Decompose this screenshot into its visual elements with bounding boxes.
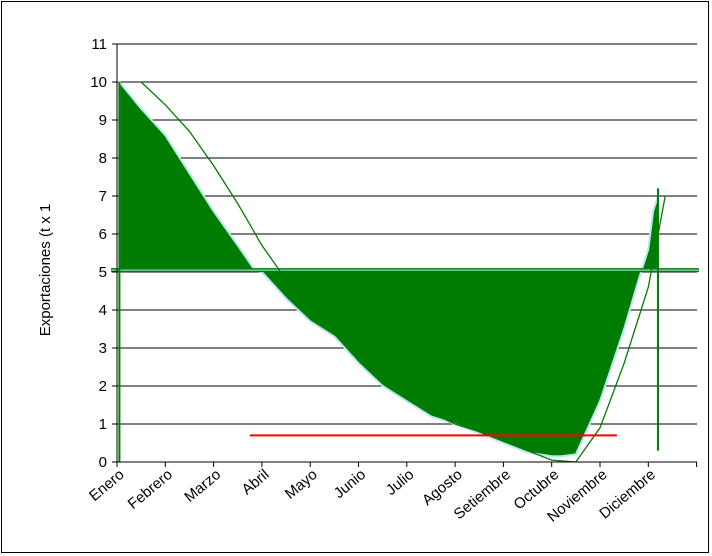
area-series: [111, 81, 699, 462]
x-tick-label-marzo: Marzo: [181, 466, 224, 506]
x-tick-label-abril: Abril: [239, 466, 273, 498]
gridlines: [117, 43, 697, 425]
x-tick-label-febrero: Febrero: [125, 466, 176, 513]
y-tick-label-2: 2: [99, 378, 107, 395]
green-outline-line: [140, 81, 666, 463]
area-fill: [118, 81, 659, 458]
x-tick-label-mayo: Mayo: [282, 466, 321, 503]
y-tick-label-1: 1: [99, 416, 107, 433]
y-tick-label-7: 7: [99, 188, 107, 205]
line-series: [140, 81, 666, 463]
axes: [112, 43, 698, 467]
y-tick-label-3: 3: [99, 340, 107, 357]
x-tick-label-julio: Julio: [383, 466, 418, 499]
y-tick-label-8: 8: [99, 150, 107, 167]
y-tick-label-11: 11: [91, 36, 107, 53]
y-tick-label-6: 6: [99, 226, 107, 243]
y-tick-label-4: 4: [99, 302, 107, 319]
x-tick-label-junio: Junio: [331, 466, 369, 502]
y-tick-label-9: 9: [99, 112, 107, 129]
y-tick-label-5: 5: [99, 264, 107, 281]
y-tick-label-10: 10: [90, 74, 107, 91]
y-tick-label-0: 0: [99, 454, 107, 471]
x-tick-label-enero: Enero: [86, 466, 128, 505]
y-axis-title: Exportaciones (t x 1: [37, 204, 54, 337]
y-tick-labels: 0 1 2 3 4 5 6 7 8 9 10 11: [90, 36, 107, 471]
